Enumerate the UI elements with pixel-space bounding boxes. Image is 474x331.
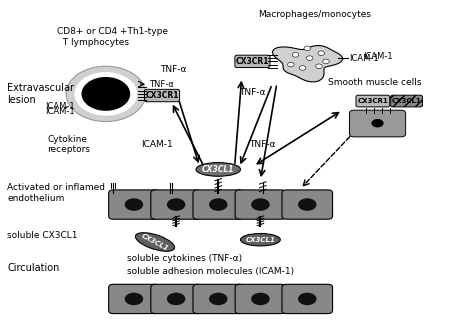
Text: Circulation: Circulation bbox=[8, 263, 60, 273]
Text: CX3CL1: CX3CL1 bbox=[246, 237, 275, 243]
Circle shape bbox=[372, 119, 383, 127]
Text: Cytokine
receptors: Cytokine receptors bbox=[47, 135, 90, 154]
Ellipse shape bbox=[136, 233, 174, 251]
Circle shape bbox=[74, 72, 137, 116]
FancyBboxPatch shape bbox=[109, 190, 159, 219]
Text: Smooth muscle cells: Smooth muscle cells bbox=[328, 78, 422, 87]
Ellipse shape bbox=[251, 198, 270, 211]
Text: CX3CL1: CX3CL1 bbox=[202, 165, 235, 174]
Text: CX3CR1: CX3CR1 bbox=[357, 98, 388, 104]
Text: Activated or inflamed
endothelium: Activated or inflamed endothelium bbox=[8, 183, 105, 203]
Circle shape bbox=[323, 59, 329, 64]
Ellipse shape bbox=[240, 233, 280, 246]
Text: CX3CR1: CX3CR1 bbox=[146, 91, 179, 100]
Text: CX3CR1: CX3CR1 bbox=[236, 57, 269, 66]
Text: CX3CL1: CX3CL1 bbox=[392, 98, 421, 104]
Text: CX3CL1: CX3CL1 bbox=[140, 232, 170, 252]
FancyBboxPatch shape bbox=[151, 190, 201, 219]
Ellipse shape bbox=[298, 198, 317, 211]
Text: Extravascular
lesion: Extravascular lesion bbox=[8, 83, 74, 105]
Circle shape bbox=[304, 46, 310, 51]
Text: soluble CX3CL1: soluble CX3CL1 bbox=[8, 231, 78, 240]
Text: ICAM-1: ICAM-1 bbox=[364, 52, 393, 61]
Ellipse shape bbox=[196, 163, 240, 176]
Ellipse shape bbox=[167, 293, 185, 305]
Circle shape bbox=[299, 66, 306, 70]
Ellipse shape bbox=[167, 198, 185, 211]
Text: soluble cytokines (TNF-α): soluble cytokines (TNF-α) bbox=[127, 254, 242, 263]
Text: CD8+ or CD4 +Th1-type
  T lymphocytes: CD8+ or CD4 +Th1-type T lymphocytes bbox=[57, 27, 168, 47]
Circle shape bbox=[306, 56, 313, 60]
FancyBboxPatch shape bbox=[235, 190, 286, 219]
Text: ICAM-1: ICAM-1 bbox=[45, 102, 74, 112]
Text: TNF-α: TNF-α bbox=[249, 140, 275, 149]
FancyBboxPatch shape bbox=[349, 110, 406, 137]
FancyBboxPatch shape bbox=[109, 284, 159, 313]
FancyBboxPatch shape bbox=[145, 89, 180, 102]
Circle shape bbox=[66, 66, 146, 121]
Text: ICAM-1: ICAM-1 bbox=[45, 107, 74, 116]
Text: ICAM-1: ICAM-1 bbox=[141, 140, 173, 149]
FancyBboxPatch shape bbox=[391, 95, 422, 107]
Text: Macrophages/monocytes: Macrophages/monocytes bbox=[258, 10, 371, 19]
Circle shape bbox=[316, 64, 322, 69]
Polygon shape bbox=[273, 46, 343, 82]
Circle shape bbox=[292, 53, 299, 57]
Ellipse shape bbox=[209, 293, 228, 305]
Ellipse shape bbox=[298, 293, 317, 305]
Text: TNF-α: TNF-α bbox=[149, 80, 174, 89]
FancyBboxPatch shape bbox=[282, 190, 333, 219]
FancyBboxPatch shape bbox=[282, 284, 333, 313]
Text: TNF-α: TNF-α bbox=[239, 88, 266, 97]
FancyBboxPatch shape bbox=[235, 55, 270, 68]
FancyBboxPatch shape bbox=[235, 284, 286, 313]
Text: TNF-α: TNF-α bbox=[160, 65, 186, 74]
Circle shape bbox=[82, 77, 130, 111]
Circle shape bbox=[318, 51, 325, 56]
Ellipse shape bbox=[125, 198, 143, 211]
FancyBboxPatch shape bbox=[356, 95, 390, 107]
Ellipse shape bbox=[209, 198, 228, 211]
FancyBboxPatch shape bbox=[193, 190, 244, 219]
Text: ICAM-1: ICAM-1 bbox=[349, 54, 379, 63]
Circle shape bbox=[288, 62, 294, 67]
FancyBboxPatch shape bbox=[151, 284, 201, 313]
Text: soluble adhesion molecules (ICAM-1): soluble adhesion molecules (ICAM-1) bbox=[127, 267, 294, 276]
FancyBboxPatch shape bbox=[193, 284, 244, 313]
Ellipse shape bbox=[251, 293, 270, 305]
Ellipse shape bbox=[125, 293, 143, 305]
